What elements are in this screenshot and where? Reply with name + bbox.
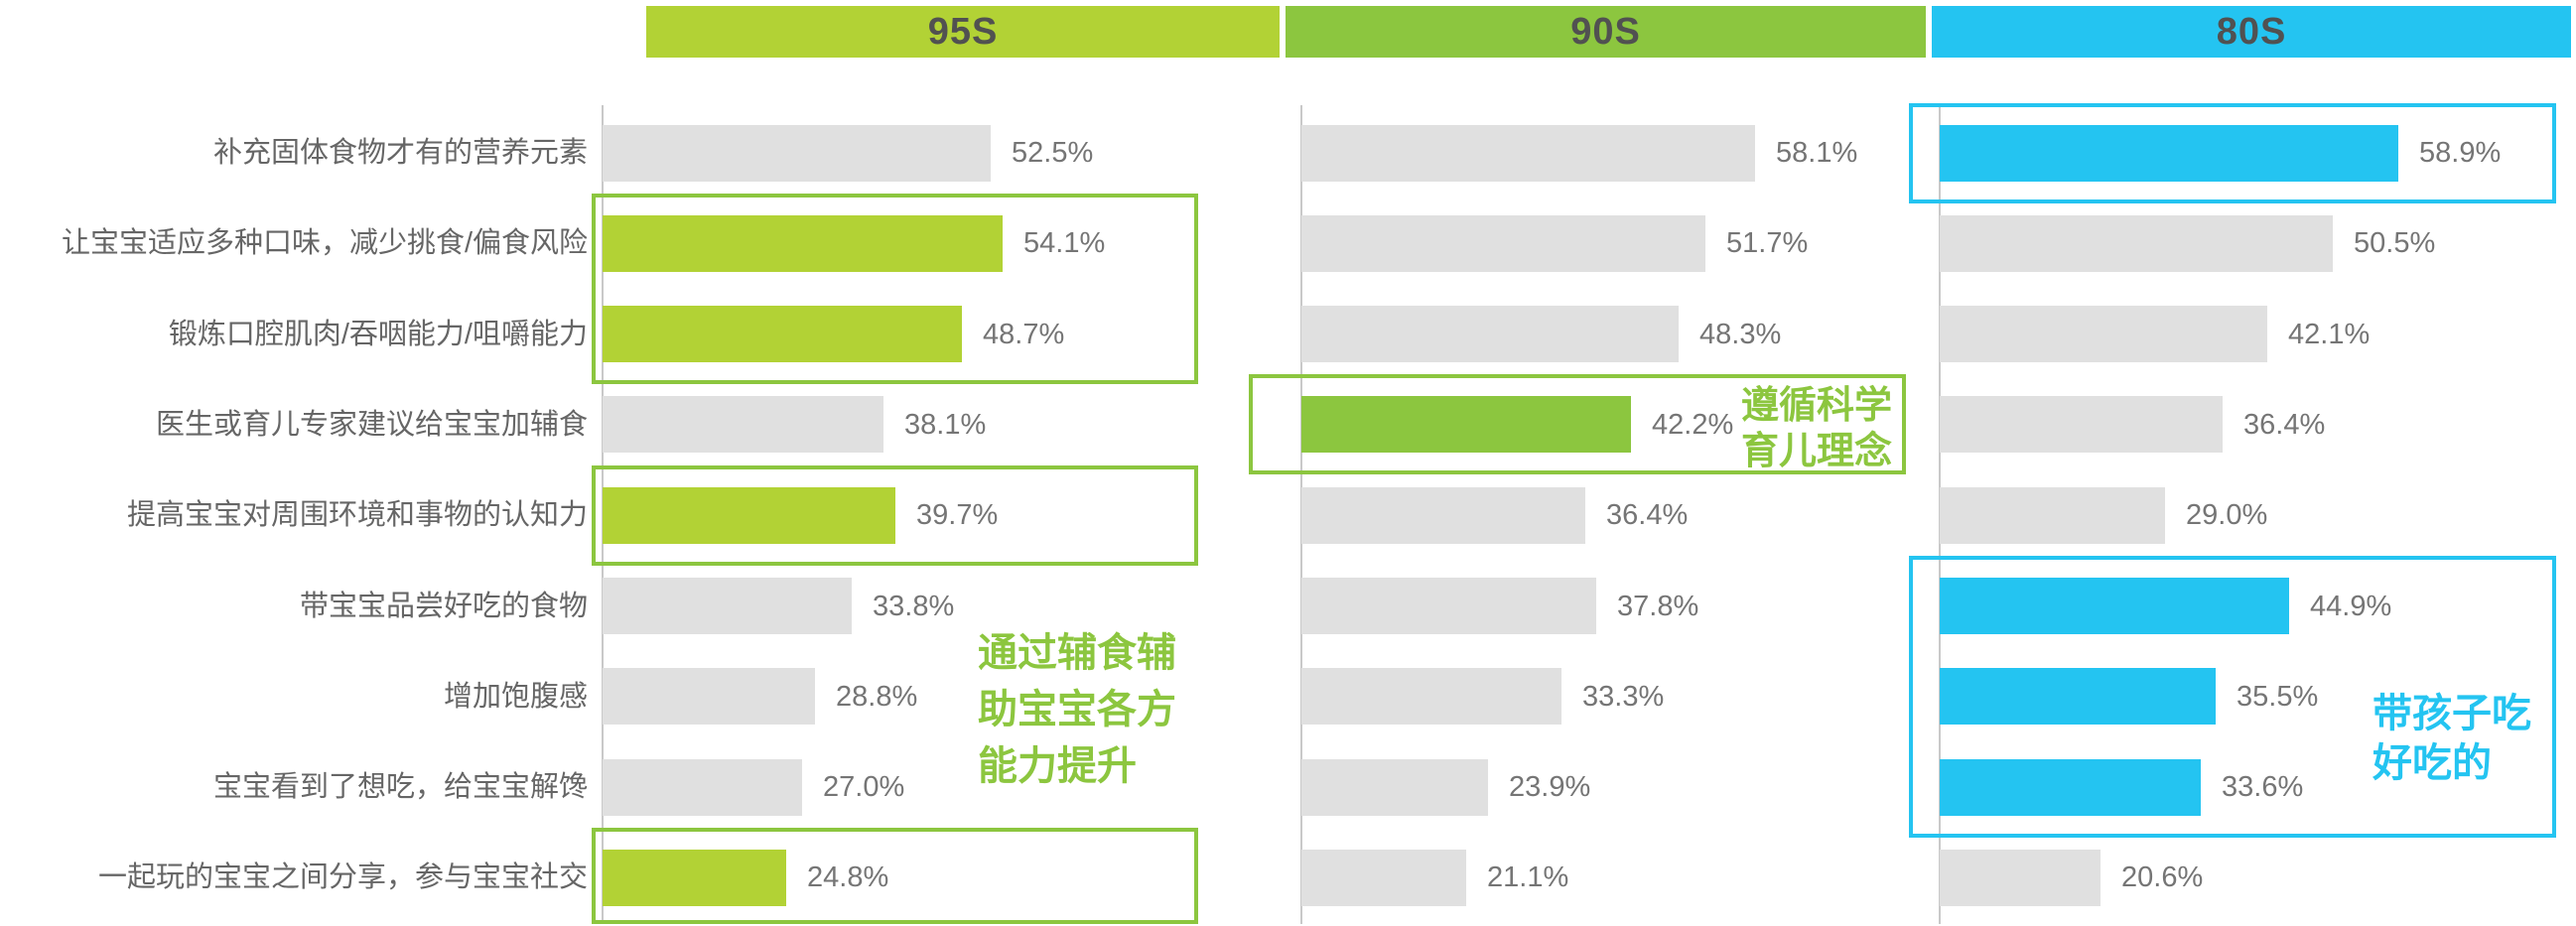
category-label-3: 锻炼口腔肌肉/吞咽能力/咀嚼能力 <box>168 318 588 350</box>
category-label-5: 提高宝宝对周围环境和事物的认知力 <box>126 499 588 532</box>
bar-95s-r7 <box>603 668 815 726</box>
category-label-2: 让宝宝适应多种口味，减少挑食/偏食风险 <box>61 227 588 260</box>
category-label-7: 增加饱腹感 <box>443 680 588 713</box>
bar-90s-r1 <box>1301 124 1755 182</box>
bar-95s-r3 <box>603 306 962 363</box>
bar-80s-r5 <box>1940 486 2165 544</box>
column-header-95s: 95S <box>646 6 1280 58</box>
bar-90s-r4 <box>1301 396 1631 454</box>
bar-90s-r9 <box>1301 849 1466 906</box>
annotation-80s: 带孩子吃 好吃的 <box>2373 692 2531 785</box>
bar-95s-r4 <box>603 396 883 454</box>
category-label-8: 宝宝看到了想吃，给宝宝解馋 <box>212 771 588 804</box>
annotation-90s: 遵循科学 育儿理念 <box>1741 385 1893 472</box>
value-label-80s-r6: 44.9% <box>2310 590 2392 622</box>
value-label-90s-r4: 42.2% <box>1652 408 1734 441</box>
column-header-90s: 90S <box>1286 6 1926 58</box>
value-label-95s-r7: 28.8% <box>836 680 918 713</box>
value-label-95s-r5: 39.7% <box>916 499 999 532</box>
bar-90s-r2 <box>1301 214 1705 272</box>
bar-80s-r7 <box>1940 668 2216 726</box>
bar-95s-r6 <box>603 578 852 634</box>
bar-80s-r6 <box>1940 578 2289 634</box>
column-header-95s-label: 95S <box>927 10 999 53</box>
bar-95s-r2 <box>603 214 1003 272</box>
bar-90s-r3 <box>1301 306 1679 363</box>
value-label-80s-r9: 20.6% <box>2121 861 2204 894</box>
category-label-1: 补充固体食物才有的营养元素 <box>212 137 588 169</box>
value-label-95s-r3: 48.7% <box>983 318 1065 350</box>
category-label-4: 医生或育儿专家建议给宝宝加辅食 <box>155 408 588 441</box>
bar-80s-r1 <box>1940 124 2398 182</box>
bar-90s-r8 <box>1301 758 1488 816</box>
bar-90s-r6 <box>1301 578 1596 634</box>
bar-80s-r8 <box>1940 758 2201 816</box>
value-label-80s-r4: 36.4% <box>2243 408 2326 441</box>
value-label-80s-r3: 42.1% <box>2288 318 2371 350</box>
category-label-9: 一起玩的宝宝之间分享，参与宝宝社交 <box>97 861 588 894</box>
bar-80s-r9 <box>1940 849 2101 906</box>
value-label-80s-r5: 29.0% <box>2186 499 2268 532</box>
value-label-80s-r1: 58.9% <box>2419 137 2502 169</box>
bar-95s-r9 <box>603 849 786 906</box>
annotation-95s: 通过辅食辅 助宝宝各方 能力提升 <box>978 631 1176 788</box>
bar-90s-r5 <box>1301 486 1585 544</box>
value-label-80s-r8: 33.6% <box>2222 771 2304 804</box>
bar-95s-r8 <box>603 758 802 816</box>
column-header-90s-label: 90S <box>1570 10 1641 53</box>
value-label-95s-r6: 33.8% <box>873 590 955 622</box>
value-label-95s-r8: 27.0% <box>823 771 905 804</box>
value-label-90s-r8: 23.9% <box>1509 771 1591 804</box>
bar-90s-r7 <box>1301 668 1561 726</box>
category-label-6: 带宝宝品尝好吃的食物 <box>299 590 588 622</box>
value-label-95s-r9: 24.8% <box>807 861 889 894</box>
bar-80s-r4 <box>1940 396 2223 454</box>
value-label-90s-r2: 51.7% <box>1726 227 1809 260</box>
bar-95s-r5 <box>603 486 895 544</box>
column-header-80s: 80S <box>1932 6 2571 58</box>
value-label-90s-r6: 37.8% <box>1617 590 1699 622</box>
value-label-90s-r7: 33.3% <box>1582 680 1665 713</box>
bar-80s-r2 <box>1940 214 2333 272</box>
value-label-80s-r2: 50.5% <box>2354 227 2436 260</box>
value-label-95s-r1: 52.5% <box>1012 137 1094 169</box>
value-label-90s-r5: 36.4% <box>1606 499 1689 532</box>
bar-95s-r1 <box>603 124 991 182</box>
column-header-80s-label: 80S <box>2216 10 2287 53</box>
value-label-90s-r1: 58.1% <box>1776 137 1858 169</box>
value-label-90s-r9: 21.1% <box>1487 861 1569 894</box>
bar-80s-r3 <box>1940 306 2267 363</box>
value-label-95s-r4: 38.1% <box>904 408 987 441</box>
value-label-95s-r2: 54.1% <box>1023 227 1106 260</box>
value-label-90s-r3: 48.3% <box>1699 318 1782 350</box>
value-label-80s-r7: 35.5% <box>2237 680 2319 713</box>
